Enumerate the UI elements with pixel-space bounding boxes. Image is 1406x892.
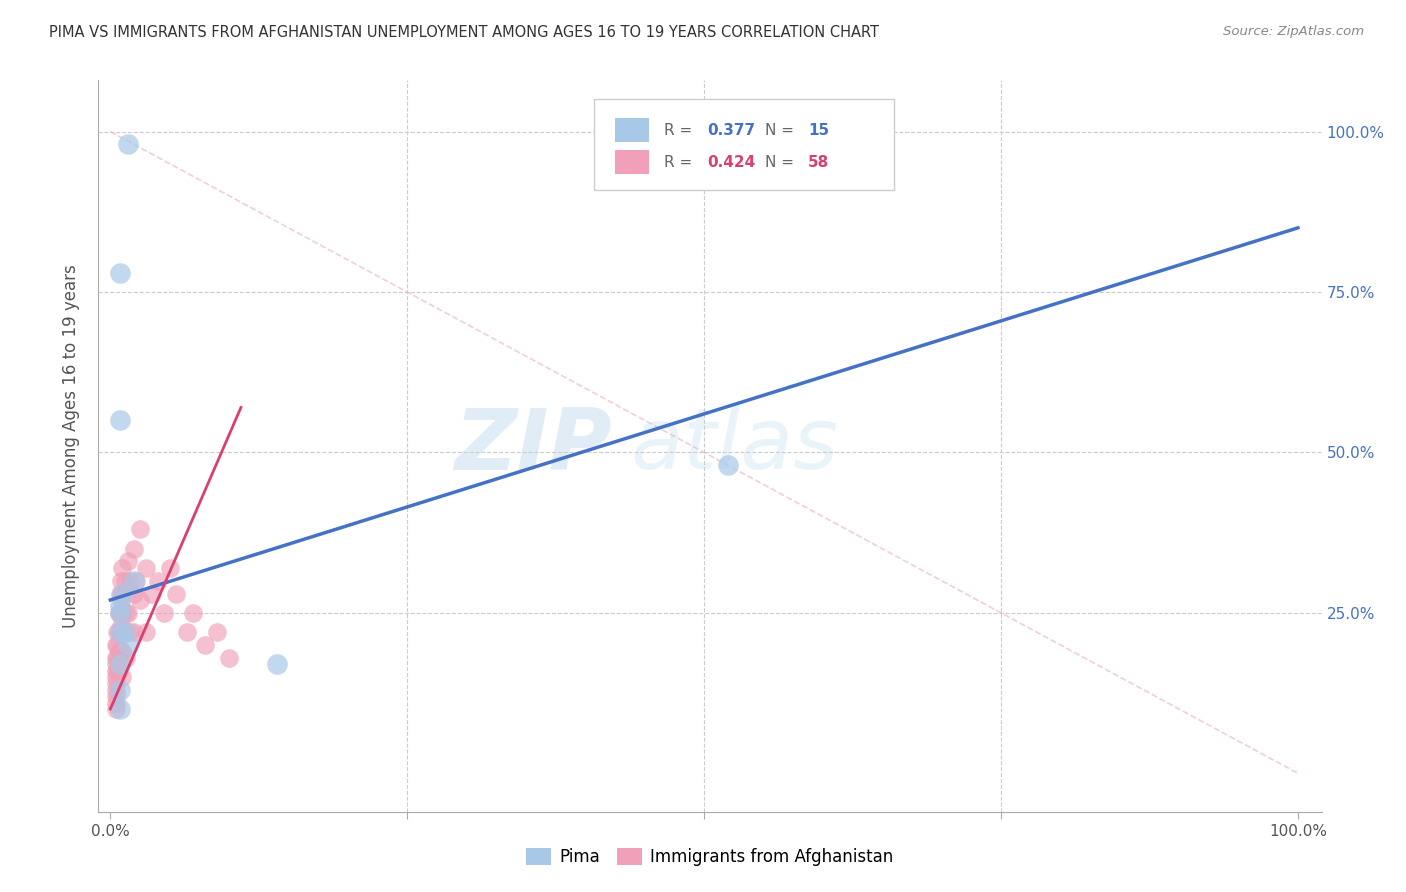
- Text: Source: ZipAtlas.com: Source: ZipAtlas.com: [1223, 25, 1364, 38]
- Point: [183, 606, 205, 620]
- Point: [135, 625, 157, 640]
- Point: [111, 586, 134, 600]
- Point: [105, 650, 128, 665]
- Point: [122, 625, 145, 640]
- Point: [108, 682, 131, 697]
- Point: [111, 644, 134, 658]
- Point: [194, 638, 217, 652]
- Bar: [614, 151, 648, 174]
- Point: [111, 606, 134, 620]
- Text: ZIP: ZIP: [454, 404, 612, 488]
- Point: [108, 657, 131, 672]
- Point: [110, 574, 132, 588]
- Point: [117, 638, 139, 652]
- Point: [108, 702, 131, 716]
- Point: [117, 137, 139, 152]
- Point: [105, 670, 128, 684]
- Text: R =: R =: [664, 122, 696, 137]
- Point: [120, 574, 142, 588]
- Text: 15: 15: [808, 122, 830, 137]
- Text: 58: 58: [808, 154, 830, 169]
- Point: [107, 650, 129, 665]
- Point: [218, 650, 240, 665]
- Point: [266, 657, 288, 672]
- Point: [114, 574, 136, 588]
- Point: [107, 664, 129, 678]
- Point: [111, 625, 134, 640]
- Point: [114, 650, 136, 665]
- Bar: [614, 119, 648, 142]
- Point: [152, 606, 174, 620]
- Point: [122, 574, 145, 588]
- Point: [135, 561, 157, 575]
- Point: [105, 702, 128, 716]
- Point: [108, 650, 131, 665]
- Text: 0.424: 0.424: [707, 154, 756, 169]
- Point: [159, 561, 181, 575]
- Point: [111, 670, 134, 684]
- Point: [108, 586, 131, 600]
- Point: [125, 574, 148, 588]
- Point: [117, 606, 139, 620]
- Point: [114, 606, 136, 620]
- Point: [105, 664, 128, 678]
- Point: [108, 599, 131, 614]
- Text: N =: N =: [765, 154, 799, 169]
- Text: atlas: atlas: [630, 404, 838, 488]
- Point: [107, 625, 129, 640]
- Point: [107, 606, 129, 620]
- Point: [111, 561, 134, 575]
- Y-axis label: Unemployment Among Ages 16 to 19 years: Unemployment Among Ages 16 to 19 years: [62, 264, 80, 628]
- Text: N =: N =: [765, 122, 799, 137]
- Point: [107, 638, 129, 652]
- Text: 0.377: 0.377: [707, 122, 755, 137]
- Point: [108, 625, 131, 640]
- Point: [146, 574, 169, 588]
- Point: [205, 625, 228, 640]
- Point: [129, 593, 152, 607]
- Point: [105, 682, 128, 697]
- Point: [108, 413, 131, 427]
- Point: [105, 676, 128, 690]
- Point: [105, 638, 128, 652]
- Point: [107, 664, 129, 678]
- Point: [111, 586, 134, 600]
- Legend: Pima, Immigrants from Afghanistan: Pima, Immigrants from Afghanistan: [520, 841, 900, 873]
- Point: [107, 644, 129, 658]
- Point: [110, 593, 132, 607]
- Point: [105, 696, 128, 710]
- Text: PIMA VS IMMIGRANTS FROM AFGHANISTAN UNEMPLOYMENT AMONG AGES 16 TO 19 YEARS CORRE: PIMA VS IMMIGRANTS FROM AFGHANISTAN UNEM…: [49, 25, 879, 40]
- Point: [117, 554, 139, 568]
- Point: [114, 625, 136, 640]
- Point: [176, 625, 198, 640]
- Point: [122, 586, 145, 600]
- Point: [122, 541, 145, 556]
- Point: [110, 644, 132, 658]
- Point: [108, 606, 131, 620]
- FancyBboxPatch shape: [593, 99, 893, 190]
- Point: [114, 625, 136, 640]
- Point: [141, 586, 163, 600]
- Point: [717, 458, 740, 473]
- Point: [108, 266, 131, 280]
- Point: [105, 657, 128, 672]
- Text: R =: R =: [664, 154, 696, 169]
- Point: [105, 690, 128, 704]
- Point: [107, 625, 129, 640]
- Point: [108, 606, 131, 620]
- Point: [129, 523, 152, 537]
- Point: [165, 586, 187, 600]
- Point: [110, 618, 132, 632]
- Point: [108, 625, 131, 640]
- Point: [120, 625, 142, 640]
